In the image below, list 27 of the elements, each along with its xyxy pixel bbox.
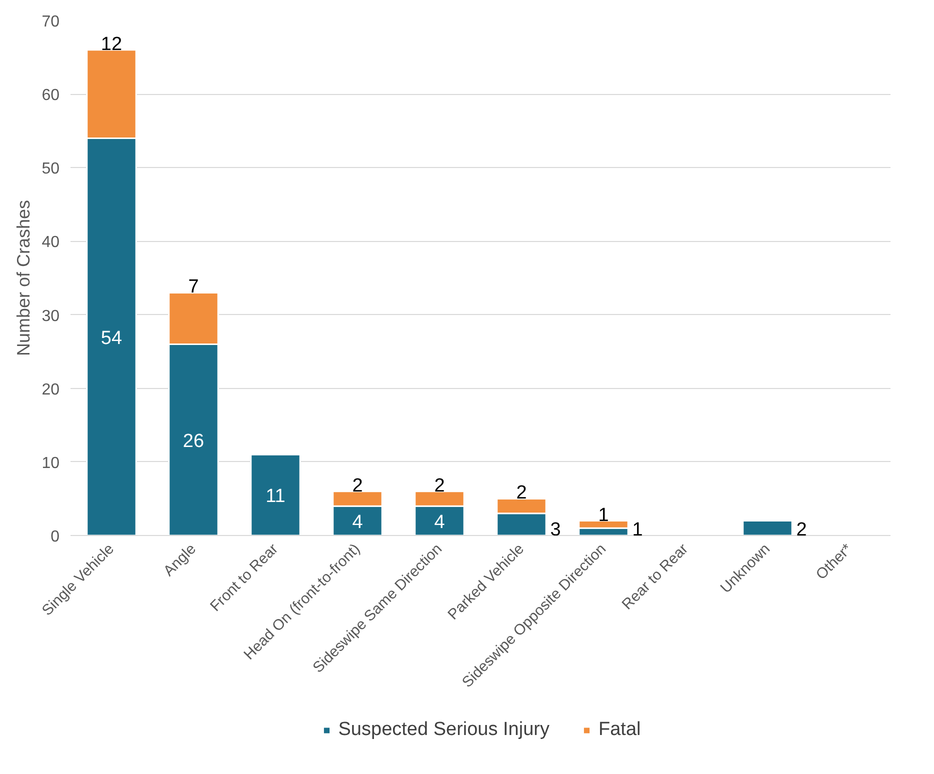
data-label: 54	[100, 328, 122, 349]
y-tick-label: 20	[42, 381, 60, 398]
y-tick-label: 10	[42, 454, 60, 472]
data-label: 4	[352, 512, 364, 533]
data-label: 1	[598, 504, 609, 526]
data-label: 7	[188, 276, 199, 298]
legend-label: Suspected Serious Injury	[338, 719, 550, 741]
data-label: 2	[352, 475, 363, 496]
data-label: 2	[516, 482, 527, 504]
data-label: 11	[266, 486, 286, 508]
data-label: 26	[182, 430, 204, 452]
data-label: 2	[796, 520, 807, 540]
bar	[250, 454, 301, 536]
y-tick-label: 60	[42, 87, 60, 104]
y-tick-label: 70	[42, 14, 60, 30]
data-label: 12	[100, 34, 122, 55]
y-tick-label: 40	[42, 234, 60, 252]
data-label: 3	[550, 520, 561, 540]
data-label: 1	[632, 520, 643, 540]
legend-label: Fatal	[598, 719, 641, 741]
y-tick-label: 0	[50, 528, 60, 546]
y-tick-label: 30	[42, 308, 60, 325]
data-label: 2	[434, 475, 445, 496]
data-label: 4	[434, 512, 446, 533]
y-tick-label: 50	[42, 160, 60, 178]
y-axis-title: Number of Crashes	[14, 200, 34, 356]
bar	[742, 520, 793, 536]
